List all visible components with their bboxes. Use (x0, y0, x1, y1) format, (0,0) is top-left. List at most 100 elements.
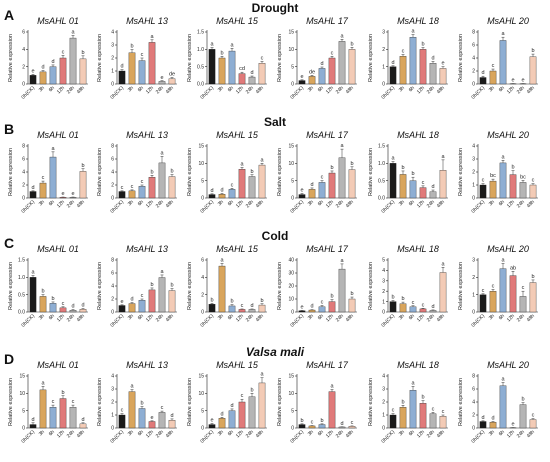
panel-D-6-sig-label-2: a (501, 377, 505, 383)
panel-D-2-xtick-label-3: 12h (145, 429, 155, 439)
panel-D-6-bar-2 (499, 385, 507, 429)
panel-D-6-sig-label-0: d (481, 415, 484, 421)
panel-B-4-title: MsAHL 17 (306, 130, 349, 140)
panel-D-3-sig-label-4: b (250, 387, 253, 393)
panel-D-6-xtick-label-4: 24h (516, 429, 526, 439)
panel-B-2-ytick-label-4: 8 (111, 144, 114, 150)
panel-C-6-ytick-label-1: 1 (472, 292, 475, 298)
panel-A-6-ytick-label-3: 6 (472, 43, 475, 49)
panel-D-4-xtick-label-4: 24h (335, 429, 345, 439)
panel-C-1-sig-label-5: d (81, 303, 84, 309)
panel-D-1-sig-label-2: c (52, 399, 55, 405)
panel-C-5-sig-label-0: b (391, 295, 394, 301)
panel-D-3-ytick-label-1: 5 (201, 408, 204, 414)
panel-D-2-ytick-label-0: 0 (111, 426, 114, 432)
panel-C-5-bar-0 (389, 301, 397, 313)
panel-B-5-sig-label-2: b (411, 171, 414, 177)
panel-A-5-sig-label-0: d (391, 60, 394, 66)
panel-B-3-ytick-label-2: 10 (198, 161, 204, 167)
panel-B-2-sig-label-0: c (121, 185, 124, 191)
panel-D-2-xtick-label-1: 3h (127, 429, 135, 437)
panel-B-5-title: MsAHL 18 (397, 130, 439, 140)
panel-D-2-xtick-label-4: 24h (155, 429, 165, 439)
panel-B-4-ytick-label-2: 10 (288, 161, 294, 167)
panel-D-3-sig-label-1: d (220, 411, 223, 417)
panel-C-4-y-axis-label: Relative expression (277, 262, 283, 310)
panel-B-2-sig-label-1: c (131, 184, 134, 190)
panel-D-1-ytick-label-1: 5 (22, 408, 25, 414)
panel-B-3-xtick-label-2: 6h (227, 199, 235, 207)
row-label-C: C (4, 235, 14, 251)
panel-A-2-y-axis-label: Relative expression (97, 34, 103, 82)
panel-D-1-xtick-label-5: 48h (76, 429, 86, 439)
panel-D-5-xtick-label-4: 24h (426, 429, 436, 439)
panel-C-5-sig-label-1: b (401, 296, 404, 302)
panel-A-6-y-axis-label: Relative expression (458, 34, 464, 82)
panel-B-4-sig-label-1: d (310, 182, 313, 188)
panel-D-3-sig-label-5: a (260, 372, 264, 378)
panel-A-4-bar-0 (298, 80, 306, 85)
panel-D-4-y-axis-label: Relative expression (277, 378, 283, 426)
row-title-D: Valsa mali (246, 345, 305, 359)
panel-B-2-bar-5 (168, 176, 176, 199)
panel-A-4-ytick-label-0: 0 (291, 82, 294, 88)
panel-C-1-bar-5 (79, 309, 87, 313)
panel-D-4-bar-2 (318, 424, 326, 429)
panel-D-6-sig-label-4: b (521, 397, 524, 403)
panel-C-2-xtick-label-3: 12h (145, 313, 155, 323)
panel-D-6-sig-label-5: c (532, 413, 535, 419)
panel-D-6-xtick-label-3: 12h (506, 429, 516, 439)
panel-B-2-bar-4 (158, 162, 166, 199)
panel-B-2-sig-label-3: b (150, 169, 153, 175)
panel-D-2-sig-label-5: d (170, 413, 173, 419)
panel-A-6-xtick-label-2: 6h (498, 85, 506, 93)
panel-D-3-xtick-label-2: 6h (227, 429, 235, 437)
panel-D-1-ytick-label-0: 0 (22, 426, 25, 432)
panel-A-5-ytick-label-2: 2 (382, 47, 385, 53)
panel-B-2-ytick-label-0: 0 (111, 196, 114, 202)
panel-A-5-bar-2 (409, 37, 417, 85)
panel-B-4-sig-label-5: b (350, 161, 353, 167)
panel-B-3-title: MsAHL 15 (216, 130, 259, 140)
panel-D-1-xtick-label-4: 24h (66, 429, 76, 439)
panel-B-3-ytick-label-1: 5 (201, 178, 204, 184)
panel-B-2-xtick-label-5: 48h (165, 199, 175, 209)
panel-B-6-xtick-label-4: 24h (516, 199, 526, 209)
panel-D-6-xtick-label-2: 6h (498, 429, 506, 437)
panel-D-3-sig-label-3: c (241, 393, 244, 399)
panel-D-2-xtick-label-5: 48h (165, 429, 175, 439)
panel-B-2-bar-2 (138, 186, 146, 199)
panel-D-1-sig-label-4: c (72, 399, 75, 405)
panel-D-6-ytick-label-4: 8 (472, 374, 475, 380)
panel-C-4-bar-5 (348, 298, 356, 313)
panel-B-3-bar-4 (248, 176, 256, 199)
panel-C-3-xtick-label-4: 24h (245, 313, 255, 323)
panel-A-3-bar-2 (228, 50, 236, 85)
panel-D-5-xtick-label-3: 12h (416, 429, 426, 439)
panel-C-3-bar-2 (228, 305, 236, 313)
panel-B-6-sig-label-5: c (532, 178, 535, 184)
panel-C-1-ytick-label-3: 1.5 (18, 258, 25, 264)
panel-A-3-ytick-label-2: 1.0 (197, 47, 204, 53)
panel-A-6-ytick-label-1: 2 (472, 69, 475, 75)
panel-A-1-bar-0 (29, 75, 37, 85)
panel-D-4-xtick-label-3: 12h (325, 429, 335, 439)
panel-D-5-sig-label-3: b (421, 395, 424, 401)
panel-C-5-xtick-label-5: 48h (436, 313, 446, 323)
panel-A-4-sig-label-2: d (320, 61, 323, 67)
panel-B-3-sig-label-2: c (231, 182, 234, 188)
panel-D-3-ytick-label-0: 0 (201, 426, 204, 432)
panel-C-1-ytick-label-0: 0.0 (18, 310, 25, 316)
panel-C-6-sig-label-0: c (482, 288, 485, 294)
panel-B-6-xtick-label-1: 3h (488, 199, 496, 207)
panel-A-4-xtick-label-3: 12h (325, 85, 335, 95)
panel-B-6-sig-label-2: a (501, 154, 505, 160)
panel-A-4-bar-3 (328, 57, 336, 85)
panel-B-1-ytick-label-3: 6 (22, 157, 25, 163)
panel-C-4-sig-label-4: a (340, 258, 344, 264)
panel-C-3-bar-4 (248, 309, 256, 313)
panel-D-6-ytick-label-3: 6 (472, 387, 475, 393)
panel-B-1-xtick-label-4: 24h (66, 199, 76, 209)
row-title-B: Salt (264, 115, 286, 129)
